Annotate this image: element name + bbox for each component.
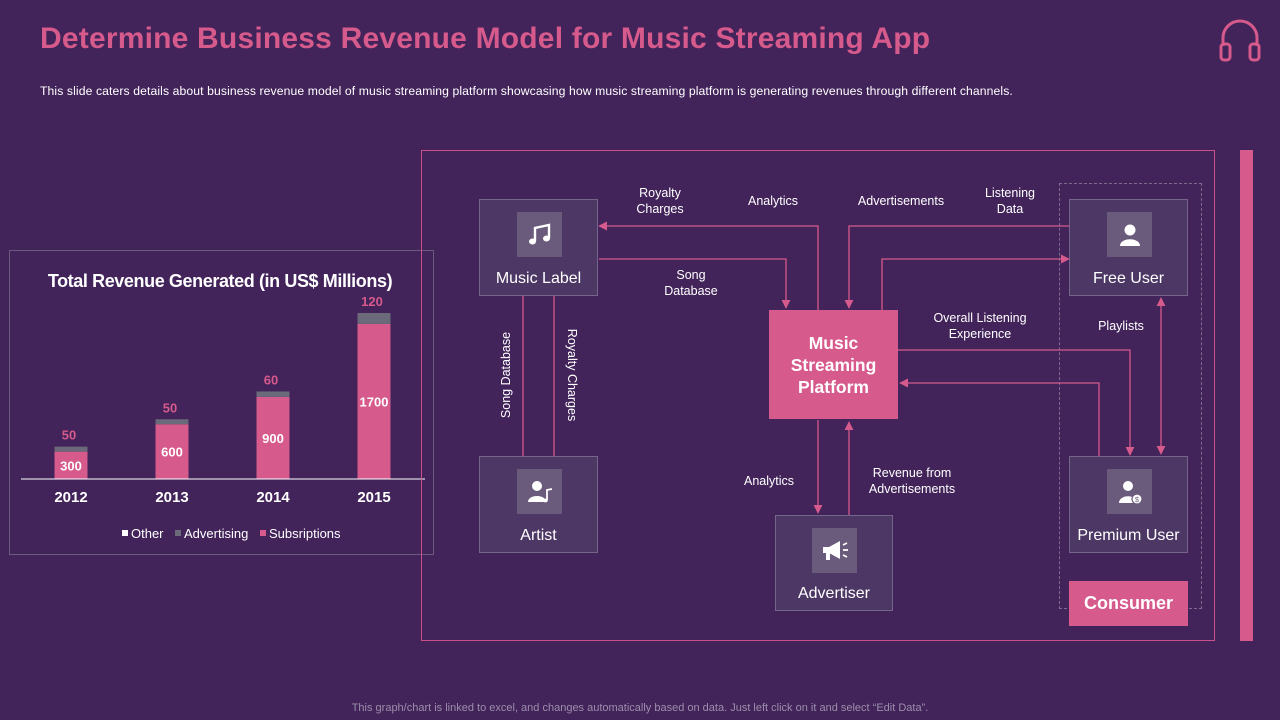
music-streaming-platform-node: Music Streaming Platform	[769, 310, 898, 419]
advertiser-label: Advertiser	[797, 585, 871, 602]
x-tick-label-2012: 2012	[54, 489, 87, 506]
edge-label-revenue-from-ads: Revenue from Advertisements	[868, 466, 956, 496]
x-tick-label-2014: 2014	[256, 489, 290, 506]
advertiser-node: Advertiser	[775, 515, 893, 611]
legend-label-advertising: Advertising	[184, 526, 248, 541]
data-label-advertising-2013: 50	[163, 400, 177, 415]
revenue-chart: Total Revenue Generated (in US$ Millions…	[21, 271, 425, 541]
premium-user-icon: $	[1107, 469, 1152, 514]
legend-swatch-subsriptions	[260, 530, 266, 536]
decorative-accent-bar	[1240, 150, 1253, 641]
edge-label-royalty-charges-vertical: Royalty Charges	[565, 328, 579, 422]
bar-subscriptions-2015	[357, 323, 391, 479]
data-label-advertising-2015: 120	[361, 294, 383, 309]
music-note-icon	[517, 212, 562, 257]
artist-icon	[517, 469, 562, 514]
edge-label-listening-data: Listening Data	[984, 186, 1036, 216]
legend-swatch-other	[122, 530, 128, 536]
revenue-chart-panel: Total Revenue Generated (in US$ Millions…	[9, 250, 434, 555]
edge-label-analytics-bottom: Analytics	[743, 474, 795, 488]
music-label-node: Music Label	[479, 199, 598, 296]
slide-description: This slide caters details about business…	[40, 84, 1013, 98]
footer-note: This graph/chart is linked to excel, and…	[351, 702, 929, 714]
edge-label-royalty-charges: Royalty Charges	[636, 186, 684, 216]
premium-user-label: Premium User	[1077, 527, 1180, 544]
x-tick-label-2013: 2013	[155, 489, 188, 506]
edge-label-analytics-top: Analytics	[747, 194, 799, 208]
artist-node: Artist	[479, 456, 598, 553]
edge-label-playlists: Playlists	[1098, 319, 1144, 333]
legend-label-subsriptions: Subsriptions	[269, 526, 341, 541]
megaphone-icon	[812, 528, 857, 573]
legend-label-other: Other	[131, 526, 164, 541]
user-icon	[1107, 212, 1152, 257]
artist-label: Artist	[520, 527, 557, 544]
data-label-subscriptions-2013: 600	[161, 445, 183, 460]
music-label-label: Music Label	[495, 270, 582, 287]
free-user-label: Free User	[1092, 270, 1165, 287]
legend-swatch-advertising	[175, 530, 181, 536]
edge-label-song-database: Song Database	[664, 268, 718, 298]
bar-advertising-2013	[155, 419, 189, 425]
revenue-model-diagram-frame	[421, 150, 1215, 641]
page-title: Determine Business Revenue Model for Mus…	[40, 22, 931, 55]
edge-label-overall-listening: Overall Listening Experience	[933, 311, 1027, 341]
bar-advertising-2015	[357, 313, 391, 324]
data-label-advertising-2014: 60	[264, 372, 278, 387]
headphones-icon	[1219, 19, 1261, 62]
svg-text:$: $	[1135, 497, 1139, 504]
data-label-advertising-2012: 50	[62, 428, 76, 443]
consumer-label: Consumer	[1069, 581, 1188, 626]
data-label-subscriptions-2015: 1700	[360, 394, 389, 409]
platform-label: Music Streaming Platform	[790, 332, 877, 397]
bar-subscriptions-2014	[256, 396, 290, 479]
x-tick-label-2015: 2015	[357, 489, 390, 506]
bar-advertising-2012	[54, 446, 88, 452]
data-label-subscriptions-2014: 900	[262, 431, 284, 446]
edge-label-song-database-vertical: Song Database	[499, 331, 513, 419]
edge-label-advertisements: Advertisements	[857, 194, 945, 208]
bar-subscriptions-2012	[54, 451, 88, 479]
premium-user-node: $ Premium User	[1069, 456, 1188, 553]
bar-subscriptions-2013	[155, 424, 189, 479]
bar-advertising-2014	[256, 391, 290, 397]
data-label-subscriptions-2012: 300	[60, 458, 82, 473]
free-user-node: Free User	[1069, 199, 1188, 296]
chart-title: Total Revenue Generated (in US$ Millions…	[48, 271, 393, 291]
